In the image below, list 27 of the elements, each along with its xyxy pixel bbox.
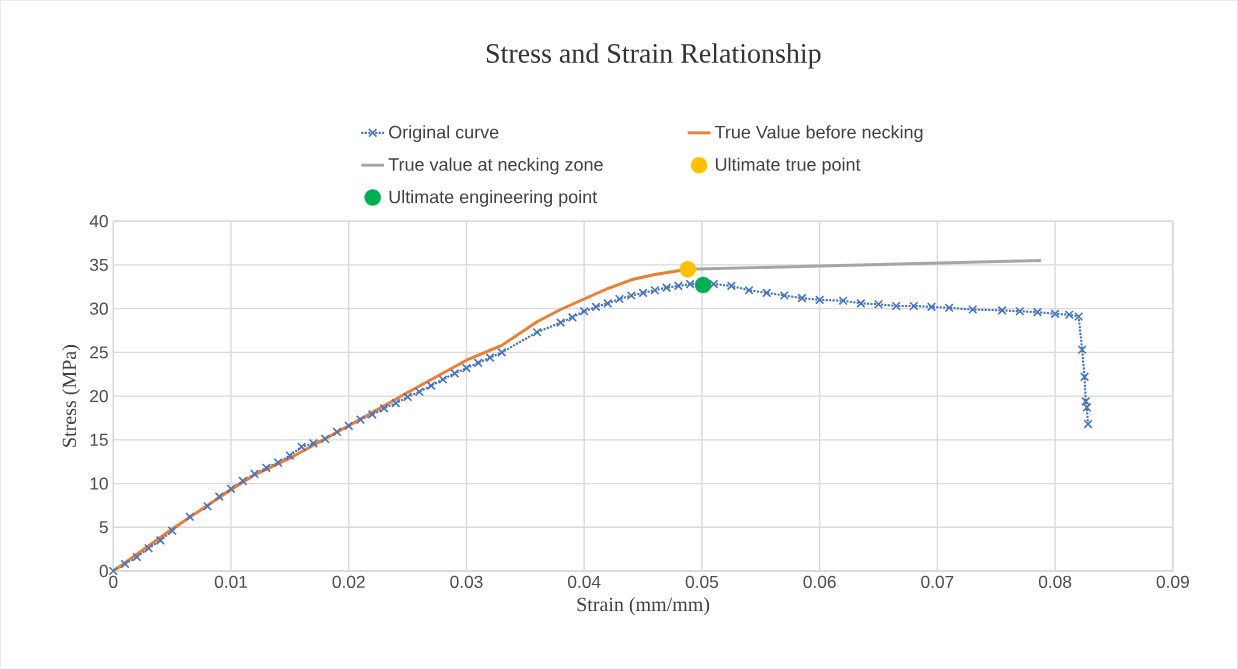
x-tick-label: 0.09 — [1156, 575, 1189, 588]
x-tick-label: 0.08 — [1038, 575, 1072, 588]
y-tick-label: 20 — [90, 389, 108, 403]
x-tick-label: 0.06 — [803, 575, 836, 588]
x-axis-title: Strain (mm/mm) — [577, 597, 710, 616]
y-axis-title: Stress (MPa) — [62, 344, 81, 447]
legend-label: True value at necking zone — [388, 157, 603, 175]
x-tick-label: 0 — [109, 575, 118, 588]
chart-title: Stress and Strain Relationship — [486, 43, 821, 69]
y-tick-label: 40 — [89, 214, 108, 228]
y-tick-label: 15 — [90, 433, 108, 446]
x-tick-label: 0.07 — [921, 575, 954, 588]
y-tick-label: 30 — [89, 302, 108, 315]
legend-label: True Value before necking — [714, 125, 923, 142]
y-tick-label: 25 — [90, 346, 108, 359]
y-tick-label: 10 — [90, 477, 108, 490]
x-tick-label: 0.05 — [685, 575, 719, 588]
y-tick-label: 5 — [99, 521, 108, 534]
legend-label: Original curve — [389, 125, 499, 142]
x-tick-label: 0.03 — [450, 575, 483, 588]
legend-label: Ultimate engineering point — [389, 189, 598, 207]
y-tick-label: 0 — [99, 564, 108, 578]
legend-label: Ultimate true point — [715, 157, 861, 175]
x-tick-label: 0.01 — [214, 575, 248, 588]
y-tick-label: 35 — [89, 258, 108, 271]
x-tick-label: 0.02 — [332, 575, 365, 588]
x-tick-label: 0.04 — [568, 575, 601, 588]
